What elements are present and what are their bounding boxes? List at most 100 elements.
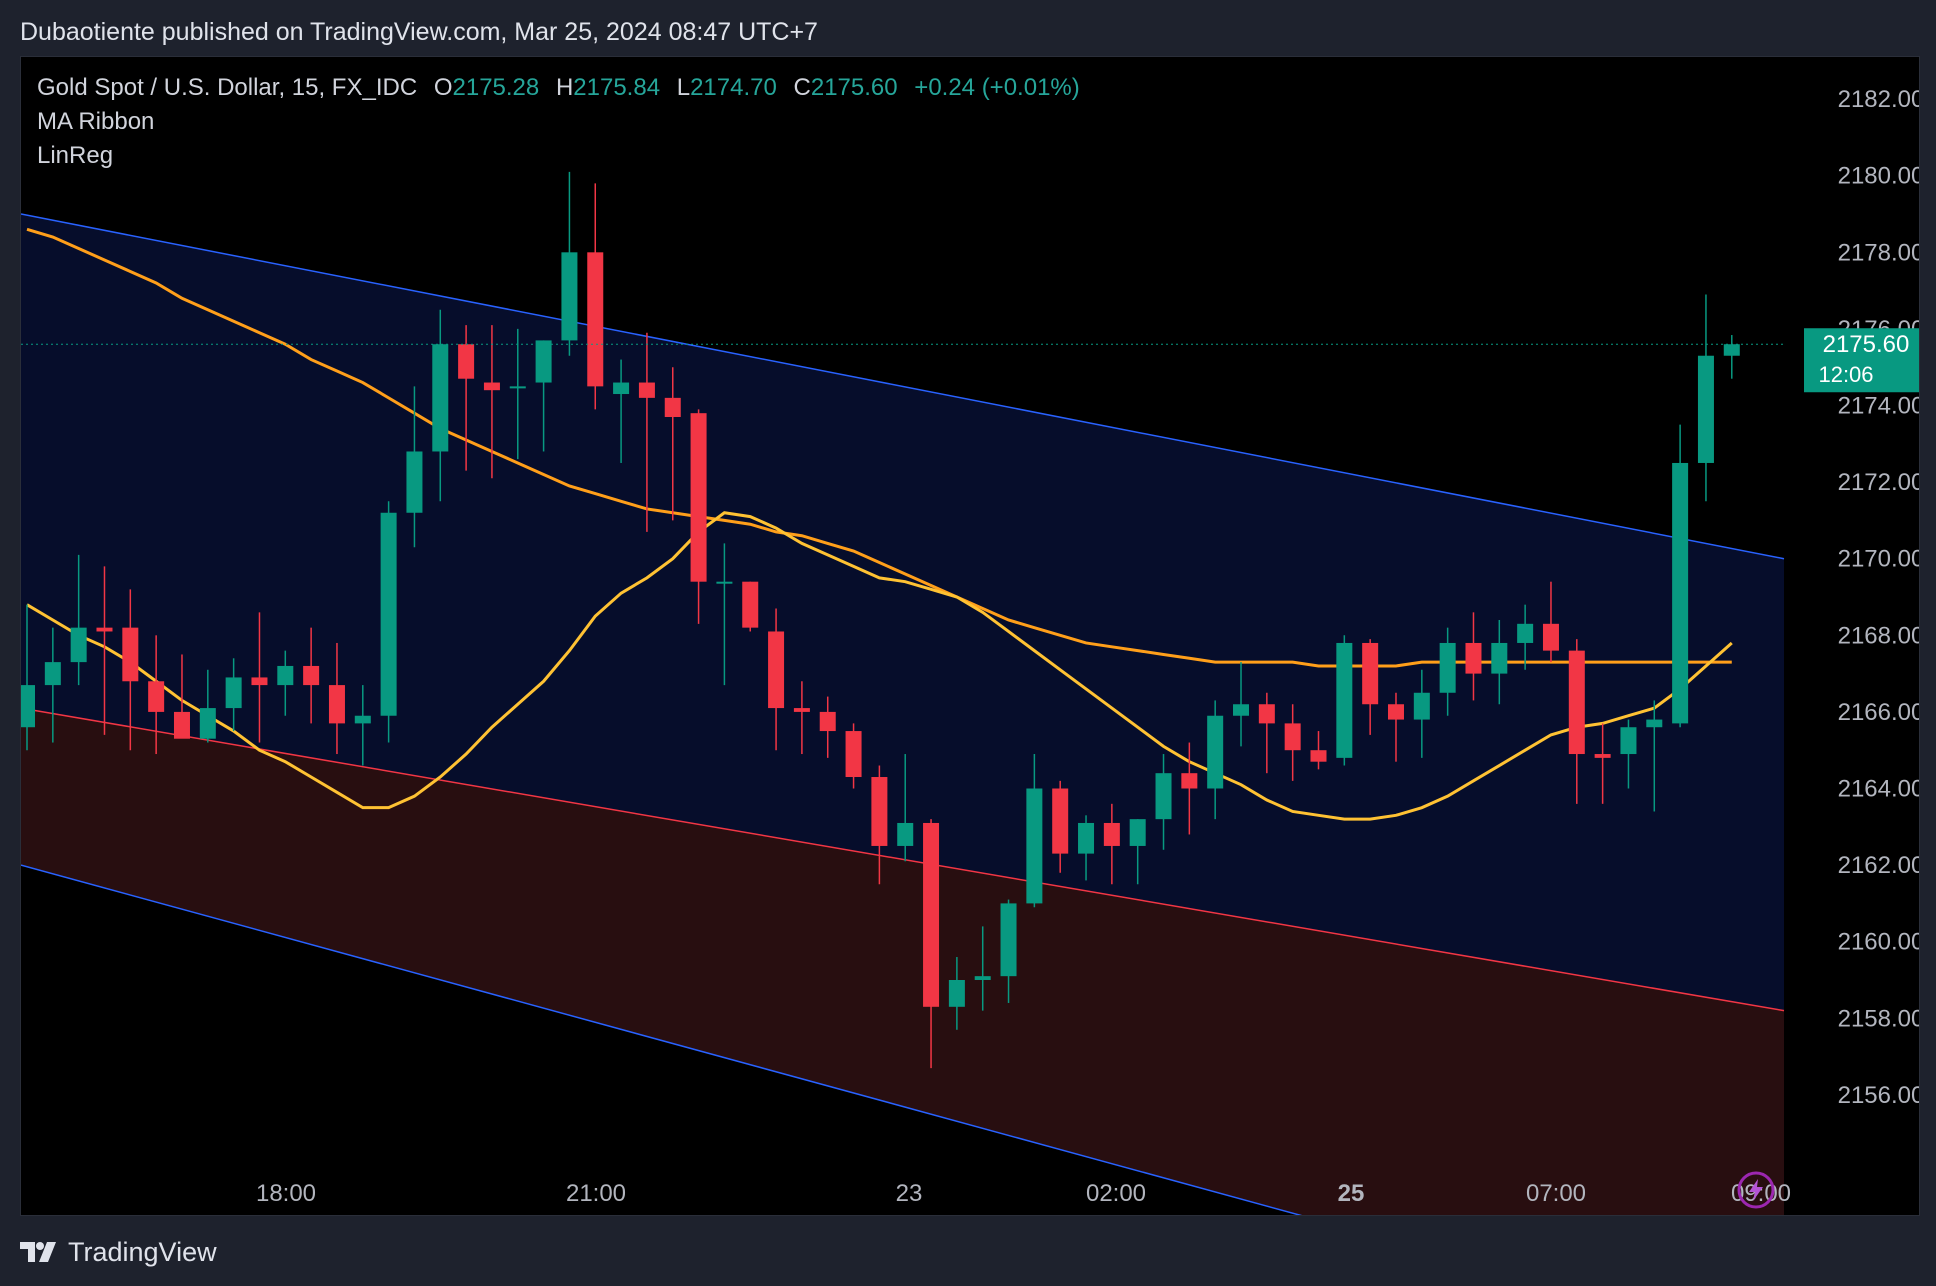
candle (1439, 627, 1456, 716)
price-tag-countdown: 12:06 (1818, 362, 1873, 387)
candle (70, 554, 87, 686)
candle (1052, 780, 1069, 873)
candle (1026, 754, 1043, 908)
y-tick-label: 2160.00 (1838, 929, 1920, 956)
candle (458, 325, 475, 471)
x-tick-label: 07:00 (1526, 1180, 1586, 1207)
y-tick-label: 2164.00 (1838, 776, 1920, 803)
candle-body (1620, 727, 1637, 755)
candle-body (148, 681, 165, 712)
candle-body (1362, 642, 1379, 705)
candle-body (225, 677, 242, 709)
indicator-linreg[interactable]: LinReg (37, 142, 114, 169)
candle (664, 367, 681, 521)
publish-header: Dubaotiente published on TradingView.com… (20, 18, 818, 46)
candle-body (1439, 642, 1456, 693)
candle (1310, 731, 1327, 770)
candle-body (690, 413, 707, 582)
candle (1336, 635, 1353, 766)
footer-brand[interactable]: TradingView (20, 1234, 217, 1270)
candle-body (587, 252, 604, 387)
candle-body (1723, 344, 1740, 356)
candle (380, 501, 397, 743)
candle (1594, 723, 1611, 804)
y-tick-label: 2158.00 (1838, 1005, 1920, 1032)
y-tick-label: 2170.00 (1838, 546, 1920, 573)
candle (923, 819, 940, 1069)
y-tick-label: 2166.00 (1838, 699, 1920, 726)
candle (742, 581, 759, 632)
candle-body (613, 382, 630, 395)
candle (1517, 604, 1534, 670)
candle-body (923, 822, 940, 1007)
candle-body (1155, 773, 1172, 820)
candle-body (561, 252, 578, 341)
candle-body (406, 451, 423, 513)
candle (716, 543, 733, 686)
low-label: L (676, 74, 691, 101)
candle (96, 566, 113, 735)
candle-body (793, 708, 810, 712)
candle (1465, 612, 1482, 701)
candle (406, 386, 423, 548)
candle (793, 681, 810, 755)
x-tick-label: 18:00 (256, 1180, 316, 1207)
candle (948, 957, 965, 1030)
y-tick-label: 2162.00 (1838, 852, 1920, 879)
candle (251, 612, 268, 743)
candle-body (1026, 788, 1043, 904)
candle-body (44, 662, 61, 686)
candle-body (845, 731, 862, 778)
candle (535, 340, 552, 452)
candle-body (1000, 903, 1017, 977)
x-tick-label: 02:00 (1086, 1180, 1146, 1207)
y-tick-label: 2180.00 (1838, 163, 1920, 190)
candle-body (1542, 623, 1559, 651)
candle-body (1646, 719, 1663, 728)
candle-body (432, 344, 449, 452)
candle (1207, 700, 1224, 820)
price-tag-value: 2175.60 (1823, 331, 1910, 358)
candle-body (974, 976, 991, 980)
candle-body (1129, 819, 1146, 846)
candle (1672, 424, 1689, 728)
candle (148, 635, 165, 755)
candlestick-chart[interactable]: 2156.00 2158.00 2160.00 2162.00 2164.00 2166.… (21, 57, 1920, 1216)
ma-fast-line (26, 511, 1733, 821)
linreg-mid-line (21, 707, 1785, 1012)
candle-body (70, 627, 87, 663)
open-value: 2175.28 (452, 74, 540, 101)
candle-body (21, 685, 35, 728)
y-tick-label: 2168.00 (1838, 622, 1920, 649)
ohlc-legend-row: Gold Spot / U.S. Dollar, 15, FX_IDC O217… (37, 71, 1080, 105)
candle (1568, 639, 1585, 804)
change-value: +0.24 (+0.01%) (914, 74, 1080, 101)
candle (1723, 335, 1740, 379)
candle-body (1181, 773, 1198, 789)
candle (1362, 639, 1379, 735)
y-tick-label: 2172.00 (1838, 469, 1920, 496)
indicator-ma-ribbon[interactable]: MA Ribbon (37, 108, 155, 135)
brand-name: TradingView (68, 1237, 217, 1267)
chart-legend: Gold Spot / U.S. Dollar, 15, FX_IDC O217… (37, 71, 1080, 173)
chart-frame[interactable]: 2156.00 2158.00 2160.00 2162.00 2164.00 2166.… (20, 56, 1920, 1216)
candle-body (742, 581, 759, 628)
candle-body (354, 715, 371, 724)
candle (1129, 819, 1146, 885)
candle (819, 696, 836, 758)
candle (354, 685, 371, 766)
symbol-label[interactable]: Gold Spot / U.S. Dollar, 15, FX_IDC (37, 74, 418, 101)
candle (897, 754, 914, 862)
close-value: 2175.60 (810, 74, 898, 101)
candle (1491, 619, 1508, 705)
candle-body (897, 822, 914, 846)
candle (1181, 742, 1198, 835)
linreg-upper-line (21, 213, 1785, 560)
candle (1697, 294, 1714, 502)
candle (1284, 704, 1301, 781)
candle (768, 608, 785, 751)
y-tick-label: 2182.00 (1838, 86, 1920, 113)
lightning-icon[interactable] (1736, 1170, 1776, 1210)
high-label: H (555, 74, 574, 101)
candle-body (380, 512, 397, 716)
